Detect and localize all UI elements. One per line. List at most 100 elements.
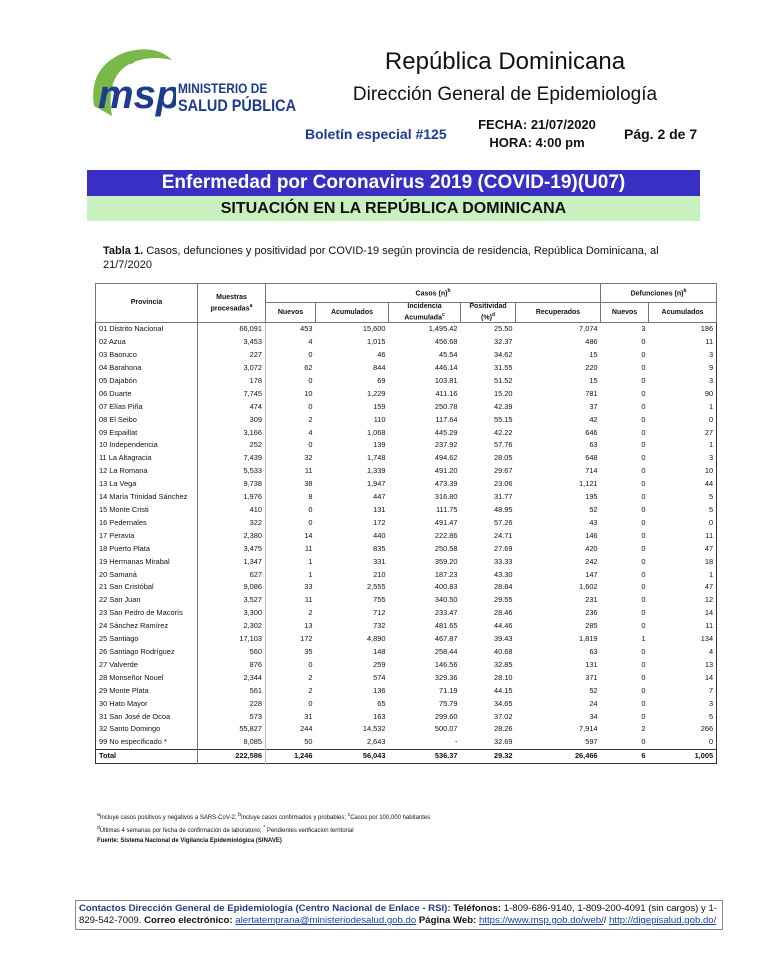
table-cell: 103.81 (434, 375, 458, 385)
table-cell: 1,819 (579, 634, 598, 644)
footer-text: Página Web: (418, 915, 477, 926)
table-cell: 0 (308, 517, 313, 527)
footnote-sup: d (97, 825, 100, 831)
header-cell: Incidencia Acumuladac (388, 301, 461, 324)
table-row: 20 Samaná 627 1 210 187.23 43.30 147 0 1 (95, 568, 717, 582)
table-cell: 146.56 (434, 659, 458, 669)
table-cell: 2 (308, 672, 313, 682)
table-cell: 9,738 (197, 478, 266, 492)
table-cell: 876 (197, 658, 266, 672)
table-cell: 0 (641, 337, 646, 347)
table-cell: 63 (589, 646, 598, 656)
table-cell: 231 (585, 595, 598, 605)
table-cell: 29.55 (494, 595, 513, 605)
ministry-1: MINISTERIO DE (178, 80, 268, 96)
table-row: 14 María Trinidad Sánchez 1,976 8 447 316.80… (95, 491, 717, 505)
table-cell: 34.65 (494, 698, 513, 708)
table-cell: 4,890 (367, 634, 386, 644)
table-cell: 55.15 (494, 414, 513, 424)
total-cell: 56,043 (315, 749, 389, 764)
table-cell: 131 (373, 505, 386, 515)
table-cell: 0 (641, 685, 646, 695)
header-cell: Nuevos (265, 301, 316, 324)
table-cell: 1,748 (367, 453, 386, 463)
footnote-text: Casos por 100,000 habitantes (350, 815, 431, 821)
link[interactable]: http://digepisalud.gob.do/ (609, 915, 717, 926)
table-cell: 2,555 (367, 582, 386, 592)
table-row: 11 La Altagracia 7,439 32 1,748 494.62 28.05 6… (95, 452, 717, 466)
table-cell: 47 (704, 543, 714, 553)
table-cell: 52 (589, 685, 598, 695)
table-cell: 139 (373, 440, 386, 450)
footnote: Fuente: Sistema Nacional de Vigilancia E… (97, 836, 717, 846)
table-cell: 110 (373, 414, 386, 424)
table-cell: 233.47 (434, 608, 458, 618)
table-row: 10 Independencia 252 0 139 237.92 57.76 63 0 1 (95, 439, 717, 453)
table-cell: 27 Valverde (95, 658, 198, 672)
footnote-text: Incluye casos positivos y negativos a SA… (99, 815, 239, 821)
table-row: 27 Valverde 876 0 259 146.56 32.85 131 0 13 (95, 658, 717, 672)
table-row: 30 Hato Mayor 228 0 65 75.79 34.65 24 0 3 (95, 697, 717, 711)
table-cell: - (455, 737, 458, 747)
table-cell: 714 (585, 466, 598, 476)
table-row: 18 Puerto Plata 3,475 11 835 250.58 27.69 420 0… (95, 542, 717, 556)
table-cell: 187.23 (434, 569, 458, 579)
footnote-sup: b (238, 812, 241, 818)
table-cell: 55,827 (197, 723, 266, 737)
link[interactable]: https://www.msp.gob.do/web/ (478, 915, 604, 926)
table-cell: 2,302 (197, 620, 266, 634)
header-text: Acumulados (661, 308, 704, 316)
table-cell: 15,600 (362, 324, 386, 334)
table-cell: 1,495.42 (428, 324, 458, 334)
table-cell: 0 (641, 505, 646, 515)
table-cell: 13 (304, 621, 313, 631)
table-cell: 1,602 (579, 582, 598, 592)
header-text: Muestras procesadas (210, 293, 250, 312)
table-cell: 28.10 (494, 672, 513, 682)
table-row: 24 Sánchez Ramírez 2,302 13 732 481.65 44.46 2… (95, 620, 717, 634)
table-cell: 47 (704, 582, 714, 592)
table-cell: 237.92 (434, 440, 458, 450)
table-cell: 3 (708, 350, 714, 360)
table-row: 13 La Vega 9,738 38 1,947 473.39 23.06 1,121 0 4… (95, 478, 717, 492)
table-cell: 299.60 (434, 711, 458, 721)
table-cell: 50 (304, 737, 313, 747)
table-row: 06 Duarte 7,745 10 1,229 411.16 15.20 781 0 90 (95, 387, 717, 401)
table-cell: 9 (708, 363, 714, 373)
table-cell: 0 (641, 698, 646, 708)
table-cell: 111.75 (435, 505, 458, 515)
table-cell: 0 (641, 569, 646, 579)
table-cell: 3 (641, 324, 646, 334)
table-cell: 1,976 (197, 491, 266, 505)
footnote: dÚltimas 4 semanas por fecha de confirma… (97, 823, 717, 836)
table-cell: 0 (641, 466, 646, 476)
table-cell: 228 (197, 697, 266, 711)
table-row: 16 Pedernales 322 0 172 491.47 57.26 43 0 0 (95, 516, 717, 530)
table-cell: 3,453 (197, 336, 266, 350)
table-cell: 16 Pedernales (95, 516, 198, 530)
table-cell: 15 (589, 375, 598, 385)
table-cell: 0 (708, 737, 714, 747)
table-cell: 24.71 (494, 530, 513, 540)
table-cell: 11 (705, 337, 714, 347)
link[interactable]: alertatemprana@ministeriodesalud.gob.do (235, 915, 417, 926)
table-cell: 07 Elías Piña (95, 400, 198, 414)
table-cell: 309 (197, 413, 266, 427)
table-cell: 4 (308, 427, 313, 437)
table-cell: 15.20 (494, 388, 513, 398)
table-cell: 3,527 (197, 594, 266, 608)
table-cell: 14,532 (362, 724, 386, 734)
table-cell: 31 San José de Ocoa (95, 710, 198, 724)
table-cell: 1 (708, 440, 714, 450)
table-row: 05 Dajabón 178 0 69 103.81 51.52 15 0 3 (95, 374, 717, 388)
table-cell: 14 María Trinidad Sánchez (95, 491, 198, 505)
table-cell: 75.79 (439, 698, 458, 708)
table-cell: 0 (708, 517, 714, 527)
table-cell: 0 (641, 517, 646, 527)
contact-footer: Contactos Dirección General de Epidemiol… (75, 900, 723, 930)
table-cell: 01 Distrito Nacional (95, 322, 198, 337)
table-cell: 446.14 (434, 363, 458, 373)
table-cell: 371 (585, 672, 598, 682)
table-cell: 0 (641, 363, 646, 373)
